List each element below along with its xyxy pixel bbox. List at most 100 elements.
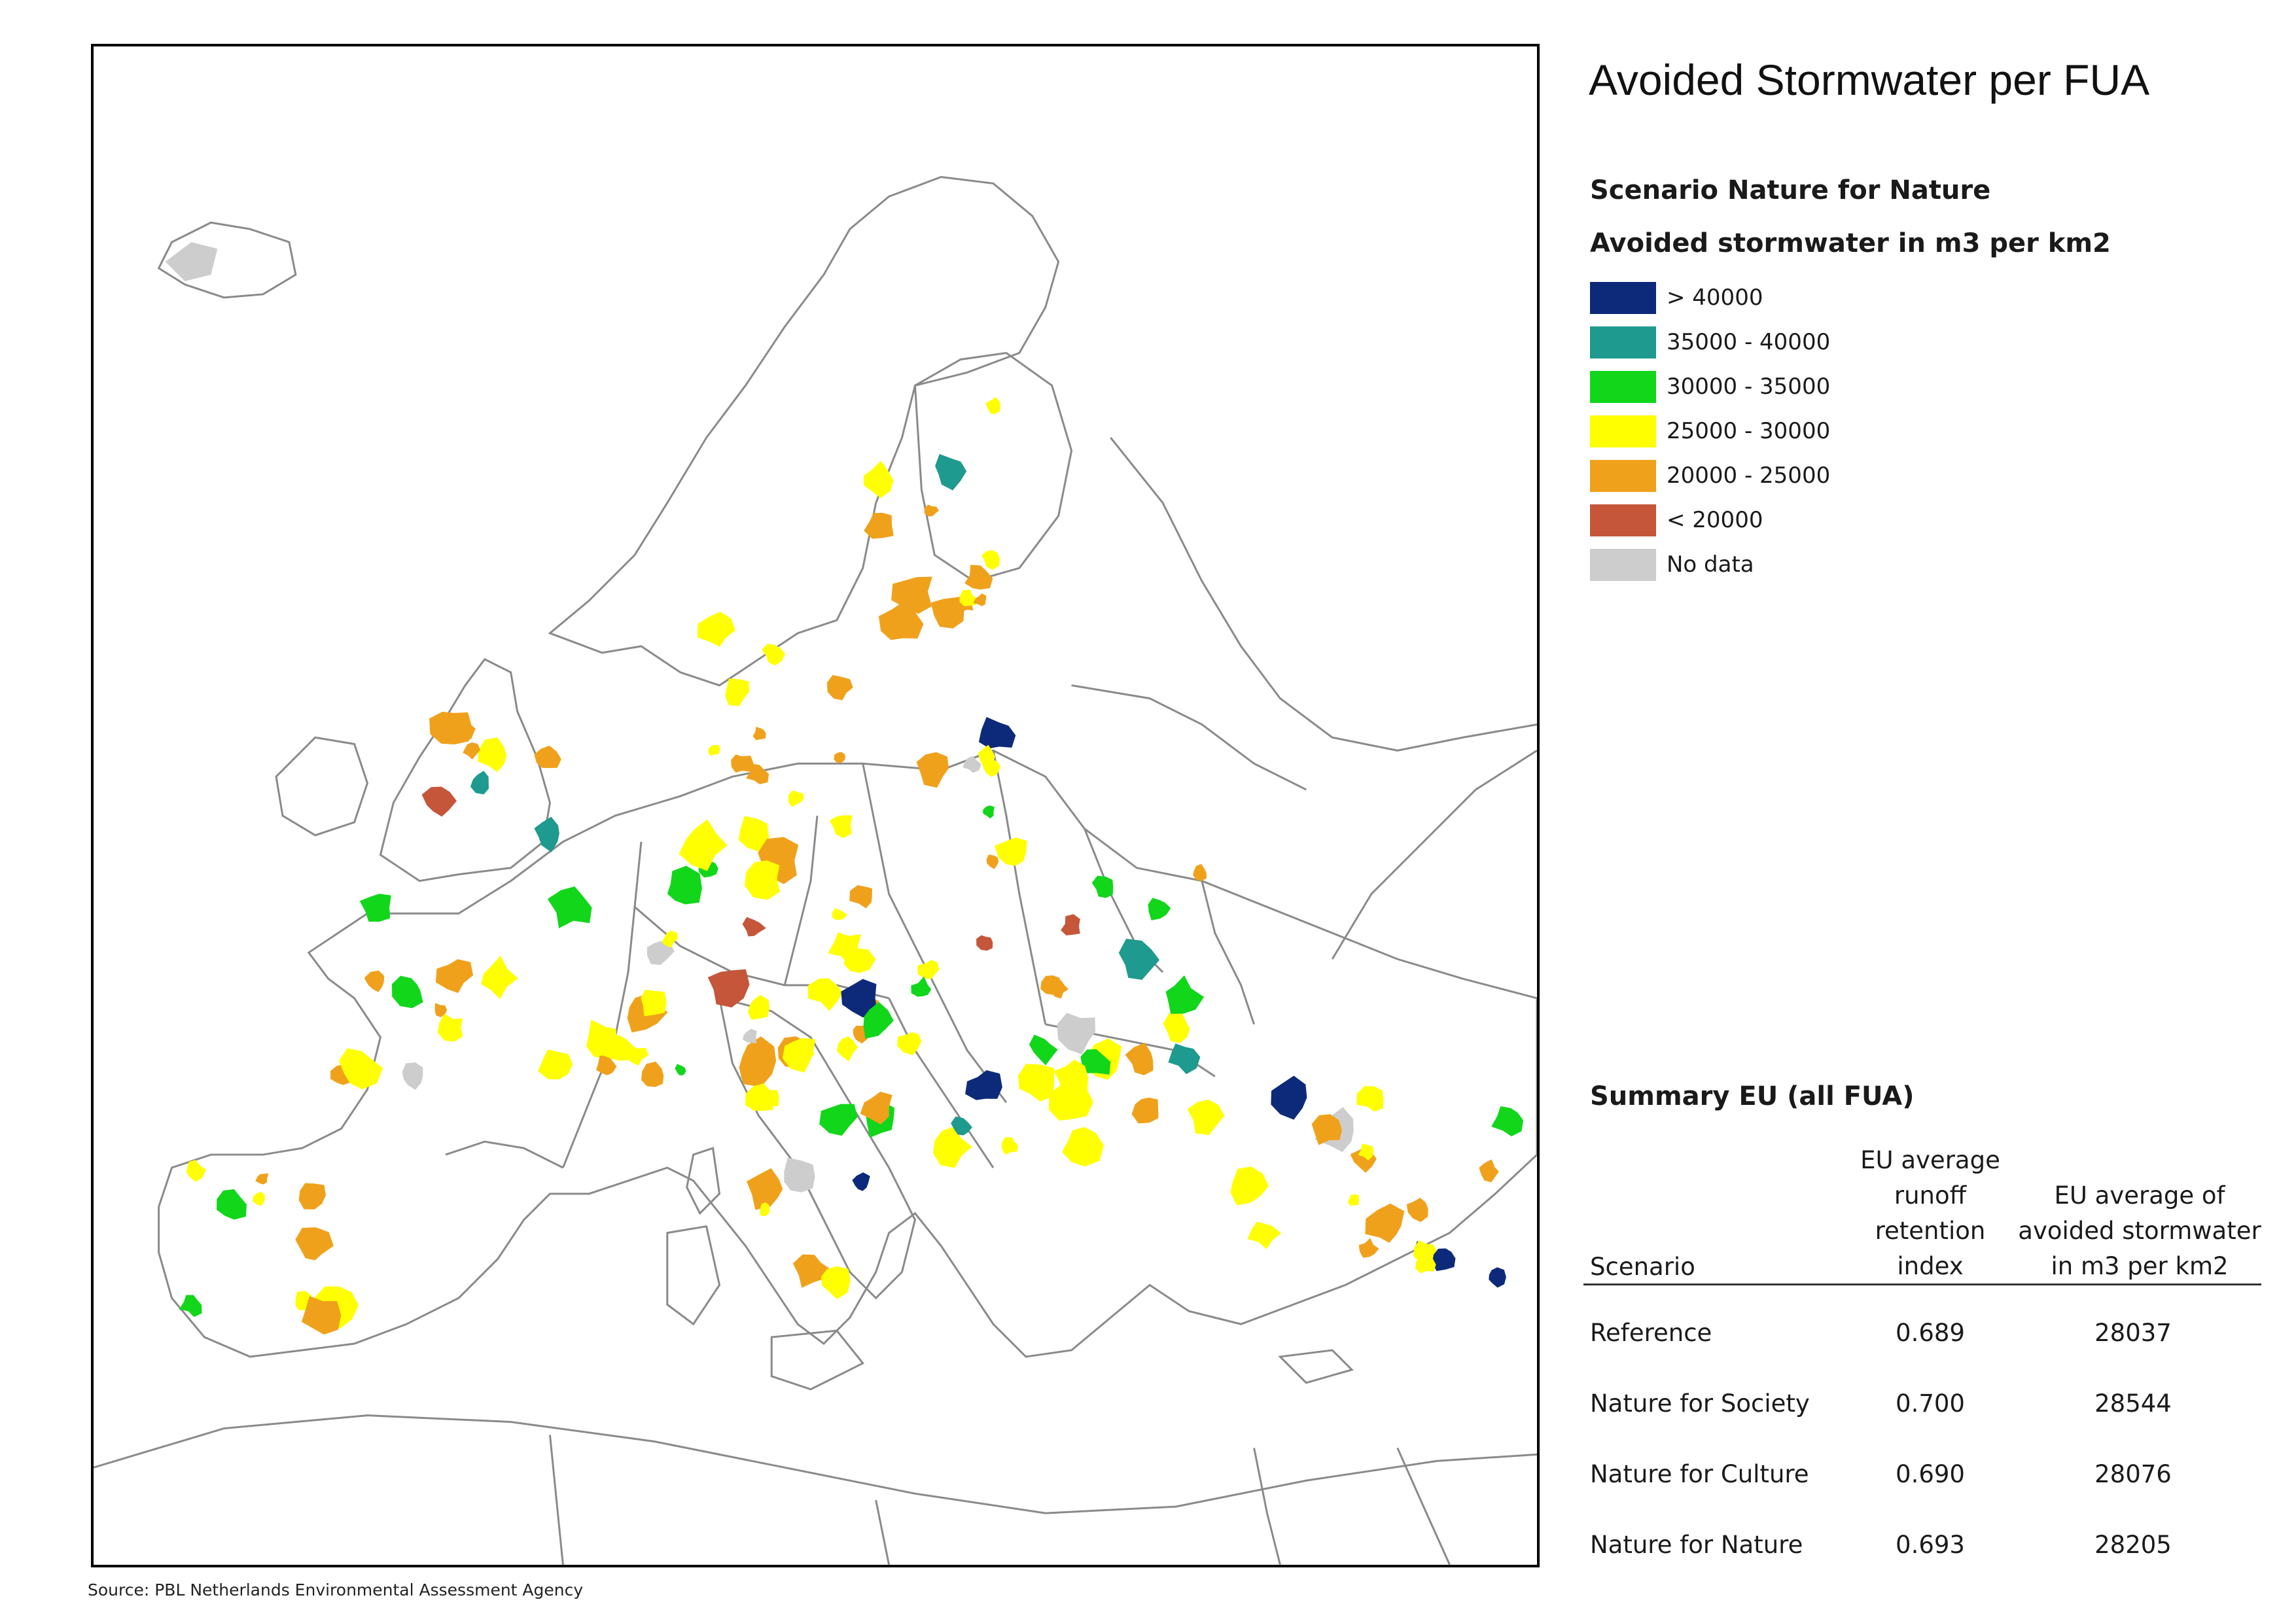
fua-patch — [697, 611, 735, 647]
legend-item: 20000 - 25000 — [1590, 453, 1830, 498]
mainland-outline — [158, 749, 1537, 1358]
fua-patch — [1271, 1075, 1307, 1120]
col-header-index-line: index — [1897, 1252, 1964, 1280]
fua-patch — [641, 989, 667, 1017]
fua-patch — [1091, 875, 1114, 898]
fua-patch — [641, 1061, 664, 1087]
sardinia-outline — [666, 1225, 721, 1326]
fua-patch — [828, 932, 862, 966]
fua-patch — [807, 978, 843, 1011]
fua-patch — [538, 1049, 573, 1080]
fua-patch — [1406, 1198, 1428, 1223]
fua-patch — [1168, 1043, 1201, 1075]
fua-patch — [826, 674, 853, 701]
fua-patch — [1049, 1081, 1093, 1121]
row-scenario: Nature for Society — [1590, 1389, 1810, 1418]
border-line — [888, 998, 995, 1168]
fua-patch — [662, 930, 678, 948]
fua-patch — [1050, 980, 1069, 999]
fua-patch — [1187, 1099, 1225, 1136]
fua-patch — [626, 1045, 648, 1066]
legend-swatch — [1590, 415, 1656, 447]
fua-patch — [1062, 1126, 1104, 1167]
fua-patch — [784, 1157, 815, 1193]
border-line — [1201, 881, 1255, 1025]
fua-patch — [646, 941, 675, 966]
fua-patch — [1061, 914, 1080, 935]
fua-patch — [829, 815, 853, 839]
fua-patch — [1001, 1137, 1019, 1155]
fua-patch — [391, 975, 423, 1009]
border-line — [1253, 1448, 1281, 1565]
legend-item: 25000 - 30000 — [1590, 409, 1830, 453]
fua-patch — [743, 1028, 757, 1043]
legend-swatch — [1590, 326, 1656, 358]
border-line — [445, 1140, 564, 1169]
fua-patch — [852, 1172, 870, 1191]
fua-patch — [1193, 864, 1207, 882]
fua-patch — [983, 805, 995, 819]
fua-patch — [364, 970, 385, 992]
corsica-outline — [686, 1147, 721, 1215]
fua-patch — [359, 894, 391, 922]
fua-patch — [679, 819, 728, 871]
col-header-scenario: Scenario — [1590, 1253, 1695, 1281]
row-index: 0.689 — [1896, 1319, 1965, 1347]
fua-patch — [596, 1055, 617, 1075]
fua-patch — [165, 242, 218, 281]
fua-patch — [924, 504, 939, 517]
cyprus-outline — [1278, 1349, 1354, 1384]
row-index: 0.693 — [1896, 1531, 1965, 1559]
fua-patch — [1029, 1034, 1058, 1066]
row-index: 0.700 — [1896, 1389, 1965, 1418]
row-scenario: Nature for Culture — [1590, 1460, 1809, 1488]
fua-patch — [1347, 1194, 1359, 1206]
fua-patch — [832, 908, 847, 920]
fua-patch — [745, 763, 769, 784]
col-header-index-line: retention — [1875, 1217, 1986, 1245]
fua-patch — [981, 550, 1000, 570]
legend-label: No data — [1667, 551, 1754, 578]
fua-patch — [986, 854, 999, 869]
fua-patch — [253, 1191, 265, 1206]
fua-patch — [1247, 1221, 1282, 1249]
fua-patch — [1118, 938, 1160, 980]
fua-patch — [756, 1087, 779, 1107]
legend-swatch — [1590, 281, 1656, 314]
fua-patch — [978, 716, 1016, 749]
fua-patch — [748, 994, 769, 1020]
fua-patch — [1432, 1248, 1456, 1272]
fua-patch — [1413, 1240, 1438, 1263]
fua-patch — [973, 593, 987, 606]
fua-patch — [933, 1126, 972, 1168]
col-header-avg: EU average of avoided stormwater in m3 p… — [2015, 1178, 2264, 1284]
legend-item: < 20000 — [1590, 498, 1830, 542]
fua-patch — [891, 576, 932, 614]
legend-label: < 20000 — [1667, 507, 1763, 533]
fua-patch — [731, 754, 754, 773]
fua-patch — [1131, 1097, 1159, 1124]
col-header-index: EU average runoff retention index — [1819, 1143, 2041, 1284]
fua-patch — [1358, 1238, 1379, 1258]
col-header-index-line: EU average — [1860, 1146, 2000, 1174]
border-line — [783, 815, 819, 986]
fua-patch — [1479, 1159, 1499, 1183]
fua-patch — [1358, 1143, 1374, 1161]
europe-map[interactable] — [94, 46, 1537, 1565]
border-line — [1071, 684, 1307, 791]
fua-patch — [863, 461, 894, 498]
legend-label: 30000 - 35000 — [1667, 374, 1831, 400]
source-note: Source: PBL Netherlands Environmental As… — [88, 1580, 584, 1599]
fua-patch — [1163, 1011, 1190, 1043]
map-panel[interactable] — [91, 44, 1540, 1567]
fua-patch — [965, 1070, 1002, 1100]
fua-patch — [481, 956, 518, 1000]
legend-label: 35000 - 40000 — [1667, 329, 1831, 355]
border-line — [1331, 750, 1537, 960]
fua-patch — [255, 1173, 269, 1185]
fua-patch — [800, 1048, 815, 1061]
fua-patch — [935, 454, 967, 491]
table-rule — [1583, 1283, 2261, 1285]
fua-patches — [165, 242, 1524, 1335]
fua-patch — [860, 1091, 892, 1125]
